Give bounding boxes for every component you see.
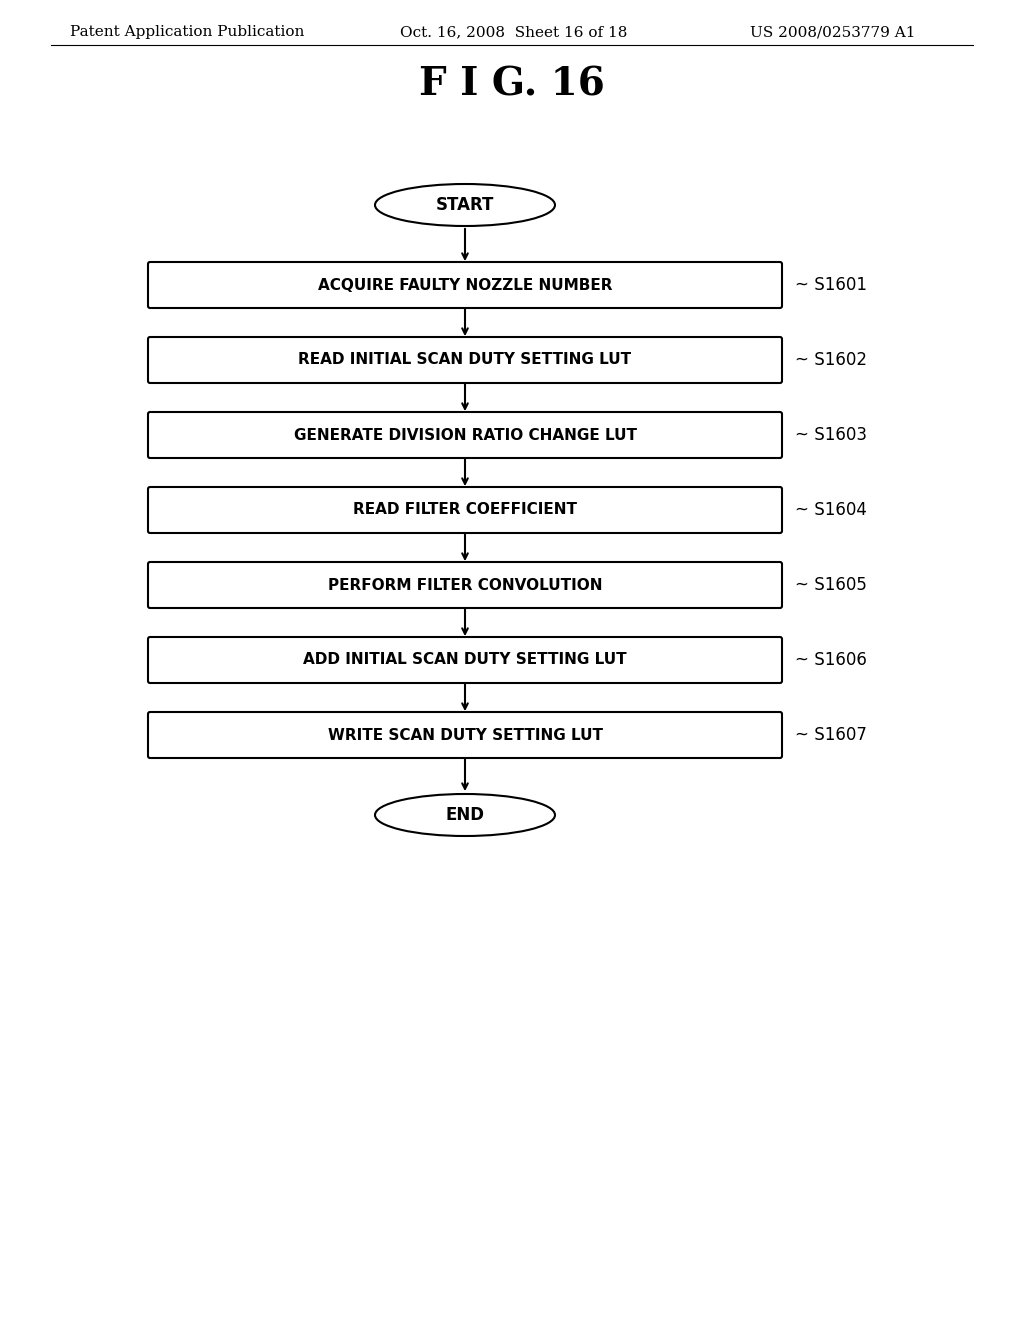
Text: ~ S1607: ~ S1607 xyxy=(795,726,867,744)
Text: READ INITIAL SCAN DUTY SETTING LUT: READ INITIAL SCAN DUTY SETTING LUT xyxy=(298,352,632,367)
FancyBboxPatch shape xyxy=(148,487,782,533)
Text: ~ S1605: ~ S1605 xyxy=(795,576,867,594)
Text: ADD INITIAL SCAN DUTY SETTING LUT: ADD INITIAL SCAN DUTY SETTING LUT xyxy=(303,652,627,668)
Text: ~ S1603: ~ S1603 xyxy=(795,426,867,444)
FancyBboxPatch shape xyxy=(148,711,782,758)
Text: READ FILTER COEFFICIENT: READ FILTER COEFFICIENT xyxy=(353,503,577,517)
FancyBboxPatch shape xyxy=(148,261,782,308)
Text: GENERATE DIVISION RATIO CHANGE LUT: GENERATE DIVISION RATIO CHANGE LUT xyxy=(294,428,637,442)
Text: PERFORM FILTER CONVOLUTION: PERFORM FILTER CONVOLUTION xyxy=(328,578,602,593)
Text: ~ S1602: ~ S1602 xyxy=(795,351,867,370)
FancyBboxPatch shape xyxy=(148,562,782,609)
Text: START: START xyxy=(436,195,495,214)
Text: END: END xyxy=(445,807,484,824)
Text: US 2008/0253779 A1: US 2008/0253779 A1 xyxy=(750,25,915,40)
Text: WRITE SCAN DUTY SETTING LUT: WRITE SCAN DUTY SETTING LUT xyxy=(328,727,602,742)
Text: Oct. 16, 2008  Sheet 16 of 18: Oct. 16, 2008 Sheet 16 of 18 xyxy=(400,25,628,40)
Text: ~ S1604: ~ S1604 xyxy=(795,502,867,519)
FancyBboxPatch shape xyxy=(148,412,782,458)
Ellipse shape xyxy=(375,795,555,836)
Ellipse shape xyxy=(375,183,555,226)
Text: ~ S1606: ~ S1606 xyxy=(795,651,867,669)
FancyBboxPatch shape xyxy=(148,638,782,682)
Text: ACQUIRE FAULTY NOZZLE NUMBER: ACQUIRE FAULTY NOZZLE NUMBER xyxy=(317,277,612,293)
Text: ~ S1601: ~ S1601 xyxy=(795,276,867,294)
Text: Patent Application Publication: Patent Application Publication xyxy=(70,25,304,40)
FancyBboxPatch shape xyxy=(148,337,782,383)
Text: F I G. 16: F I G. 16 xyxy=(419,66,605,104)
